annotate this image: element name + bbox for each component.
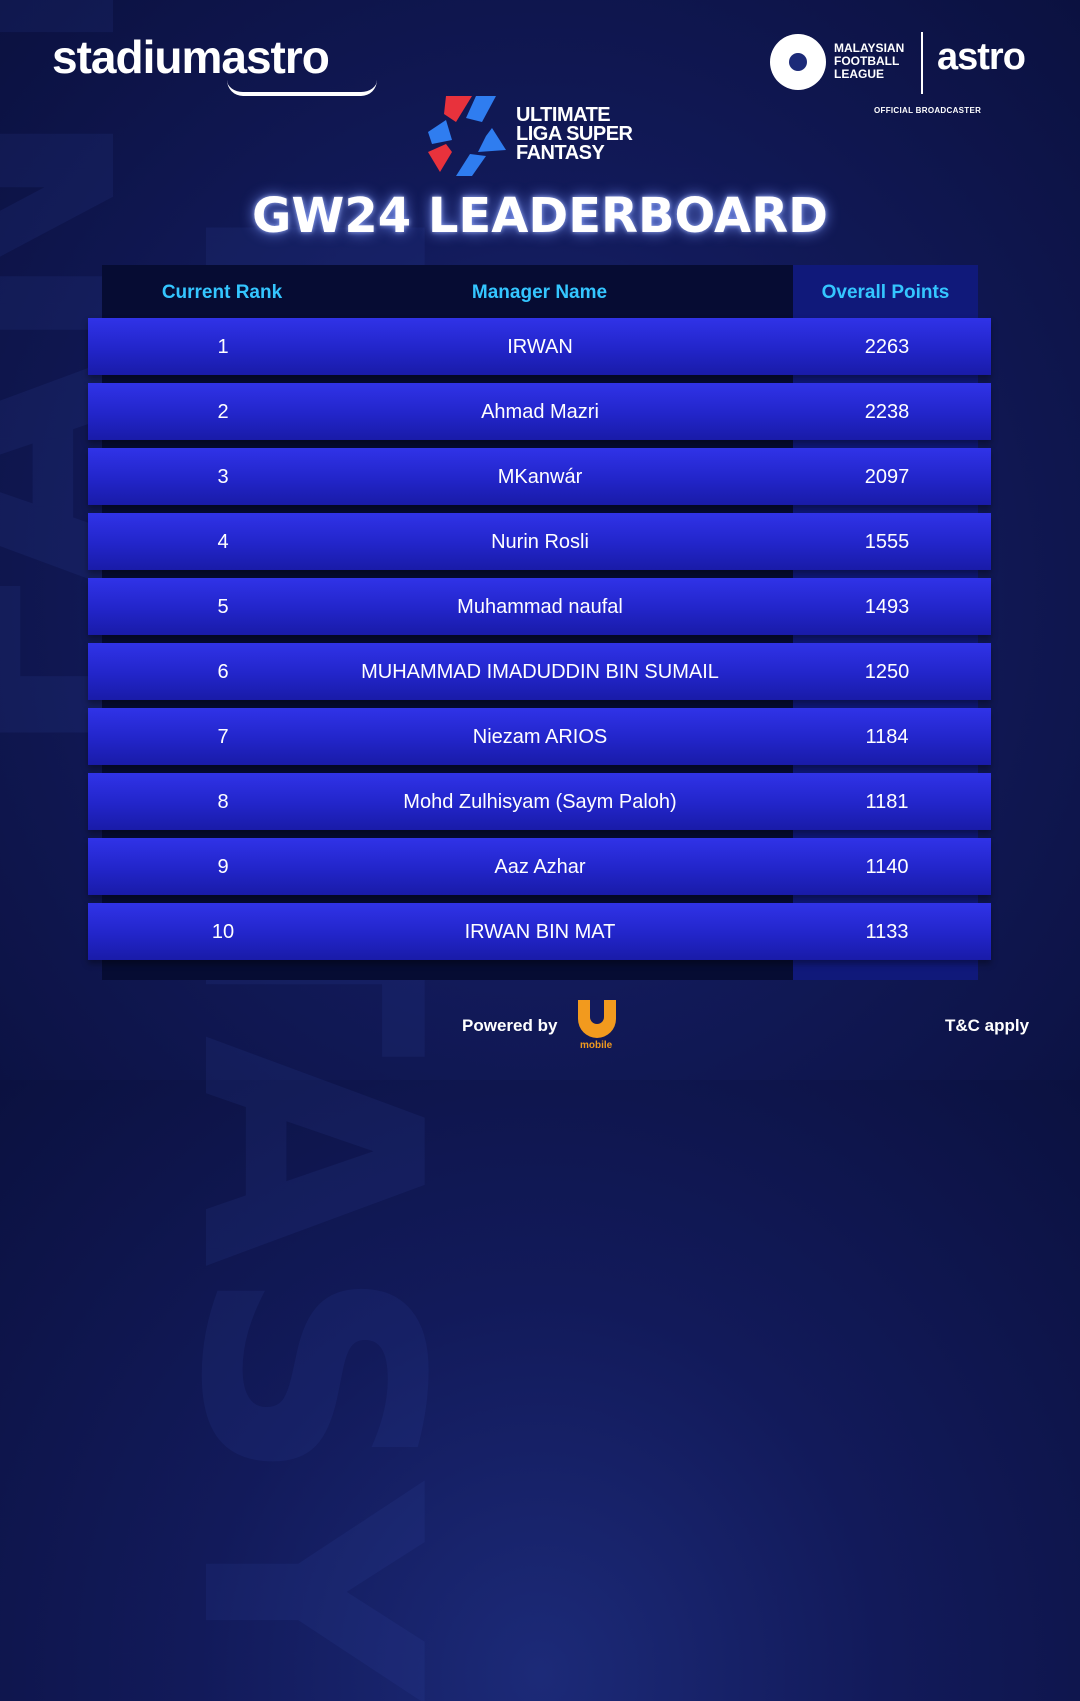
points-cell: 1133 <box>865 921 909 943</box>
rank-cell: 5 <box>217 596 229 618</box>
rank-cell: 4 <box>217 531 229 553</box>
rank-cell: 3 <box>217 466 229 488</box>
league-logo-line: MALAYSIAN <box>834 41 905 55</box>
table-row: 3 MKanwár 2097 <box>88 448 991 505</box>
u-mobile-label: mobile <box>580 1040 613 1051</box>
rank-cell: 8 <box>217 791 229 813</box>
rank-cell: 1 <box>217 336 229 358</box>
table-row: 5 Muhammad naufal 1493 <box>88 578 991 635</box>
manager-name-cell: Ahmad Mazri <box>481 401 599 423</box>
fantasy-logo-line: ULTIMATE <box>516 104 611 126</box>
points-cell: 1555 <box>864 531 910 553</box>
table-row: 6 MUHAMMAD IMADUDDIN BIN SUMAIL 1250 <box>88 643 991 700</box>
manager-name-cell: Muhammad naufal <box>457 596 623 618</box>
points-cell: 1250 <box>864 661 910 683</box>
manager-name-cell: Mohd Zulhisyam (Saym Paloh) <box>403 791 677 813</box>
page-title: GW24 LEADERBOARD <box>251 188 829 244</box>
table-row: 1 IRWAN 2263 <box>88 318 991 375</box>
header-overall-points: Overall Points <box>821 282 950 303</box>
terms-label: T&C apply <box>945 1016 1030 1035</box>
header-current-rank: Current Rank <box>161 282 283 303</box>
leaderboard-rows: 1 IRWAN 2263 2 Ahmad Mazri 2238 3 MKanwá… <box>88 318 991 968</box>
u-mobile-logo: mobile <box>574 1000 620 1054</box>
header-manager-name: Manager Name <box>471 282 608 303</box>
rank-cell: 2 <box>217 401 229 423</box>
points-cell: 2238 <box>864 401 910 423</box>
manager-name-cell: MKanwár <box>497 466 583 488</box>
points-cell: 1493 <box>864 596 910 618</box>
manager-name-cell: Nurin Rosli <box>491 531 589 553</box>
points-cell: 2263 <box>864 336 910 358</box>
table-row: 10 IRWAN BIN MAT 1133 <box>88 903 991 960</box>
fantasy-logo-line: FANTASY <box>516 142 605 164</box>
table-row: 9 Aaz Azhar 1140 <box>88 838 991 895</box>
rank-cell: 9 <box>217 856 229 878</box>
points-cell: 1140 <box>865 856 909 878</box>
points-cell: 2097 <box>864 466 910 488</box>
league-logo-text: MALAYSIAN FOOTBALL LEAGUE <box>834 42 904 81</box>
broadcaster-logos: MALAYSIAN FOOTBALL LEAGUE astro OFFICIAL… <box>770 32 1030 122</box>
league-logo-line: LEAGUE <box>834 67 885 81</box>
points-cell: 1181 <box>865 791 909 813</box>
table-row: 4 Nurin Rosli 1555 <box>88 513 991 570</box>
manager-name-cell: IRWAN <box>507 336 573 358</box>
ultimate-liga-super-fantasy-logo: ULTIMATE LIGA SUPER FANTASY <box>426 92 666 182</box>
astro-swoosh-icon <box>227 80 377 96</box>
u-mobile-icon <box>578 1000 616 1038</box>
official-broadcaster-label: OFFICIAL BROADCASTER <box>874 106 982 115</box>
table-row: 8 Mohd Zulhisyam (Saym Paloh) 1181 <box>88 773 991 830</box>
stadium-astro-logo: stadiumastro <box>52 30 377 96</box>
football-league-ball-icon <box>770 34 826 90</box>
rank-cell: 7 <box>217 726 229 748</box>
rank-cell: 6 <box>217 661 229 683</box>
manager-name-cell: MUHAMMAD IMADUDDIN BIN SUMAIL <box>361 661 719 683</box>
table-row: 7 Niezam ARIOS 1184 <box>88 708 991 765</box>
league-logo-line: FOOTBALL <box>834 54 900 68</box>
astro-logo: astro <box>937 36 1026 78</box>
fantasy-star-icon <box>428 96 506 176</box>
rank-cell: 10 <box>211 921 235 943</box>
table-header: Current Rank Manager Name Overall Points <box>102 265 978 319</box>
manager-name-cell: IRWAN BIN MAT <box>464 921 616 943</box>
logo-divider <box>921 32 923 94</box>
fantasy-logo-line: LIGA SUPER <box>516 123 633 145</box>
fantasy-logo-text: ULTIMATE LIGA SUPER FANTASY <box>516 104 633 164</box>
manager-name-cell: Aaz Azhar <box>494 856 586 878</box>
table-row: 2 Ahmad Mazri 2238 <box>88 383 991 440</box>
powered-by-label: Powered by <box>462 1016 558 1035</box>
manager-name-cell: Niezam ARIOS <box>472 726 608 748</box>
points-cell: 1184 <box>865 726 909 748</box>
stadium-astro-logo-text: stadiumastro <box>52 31 330 83</box>
